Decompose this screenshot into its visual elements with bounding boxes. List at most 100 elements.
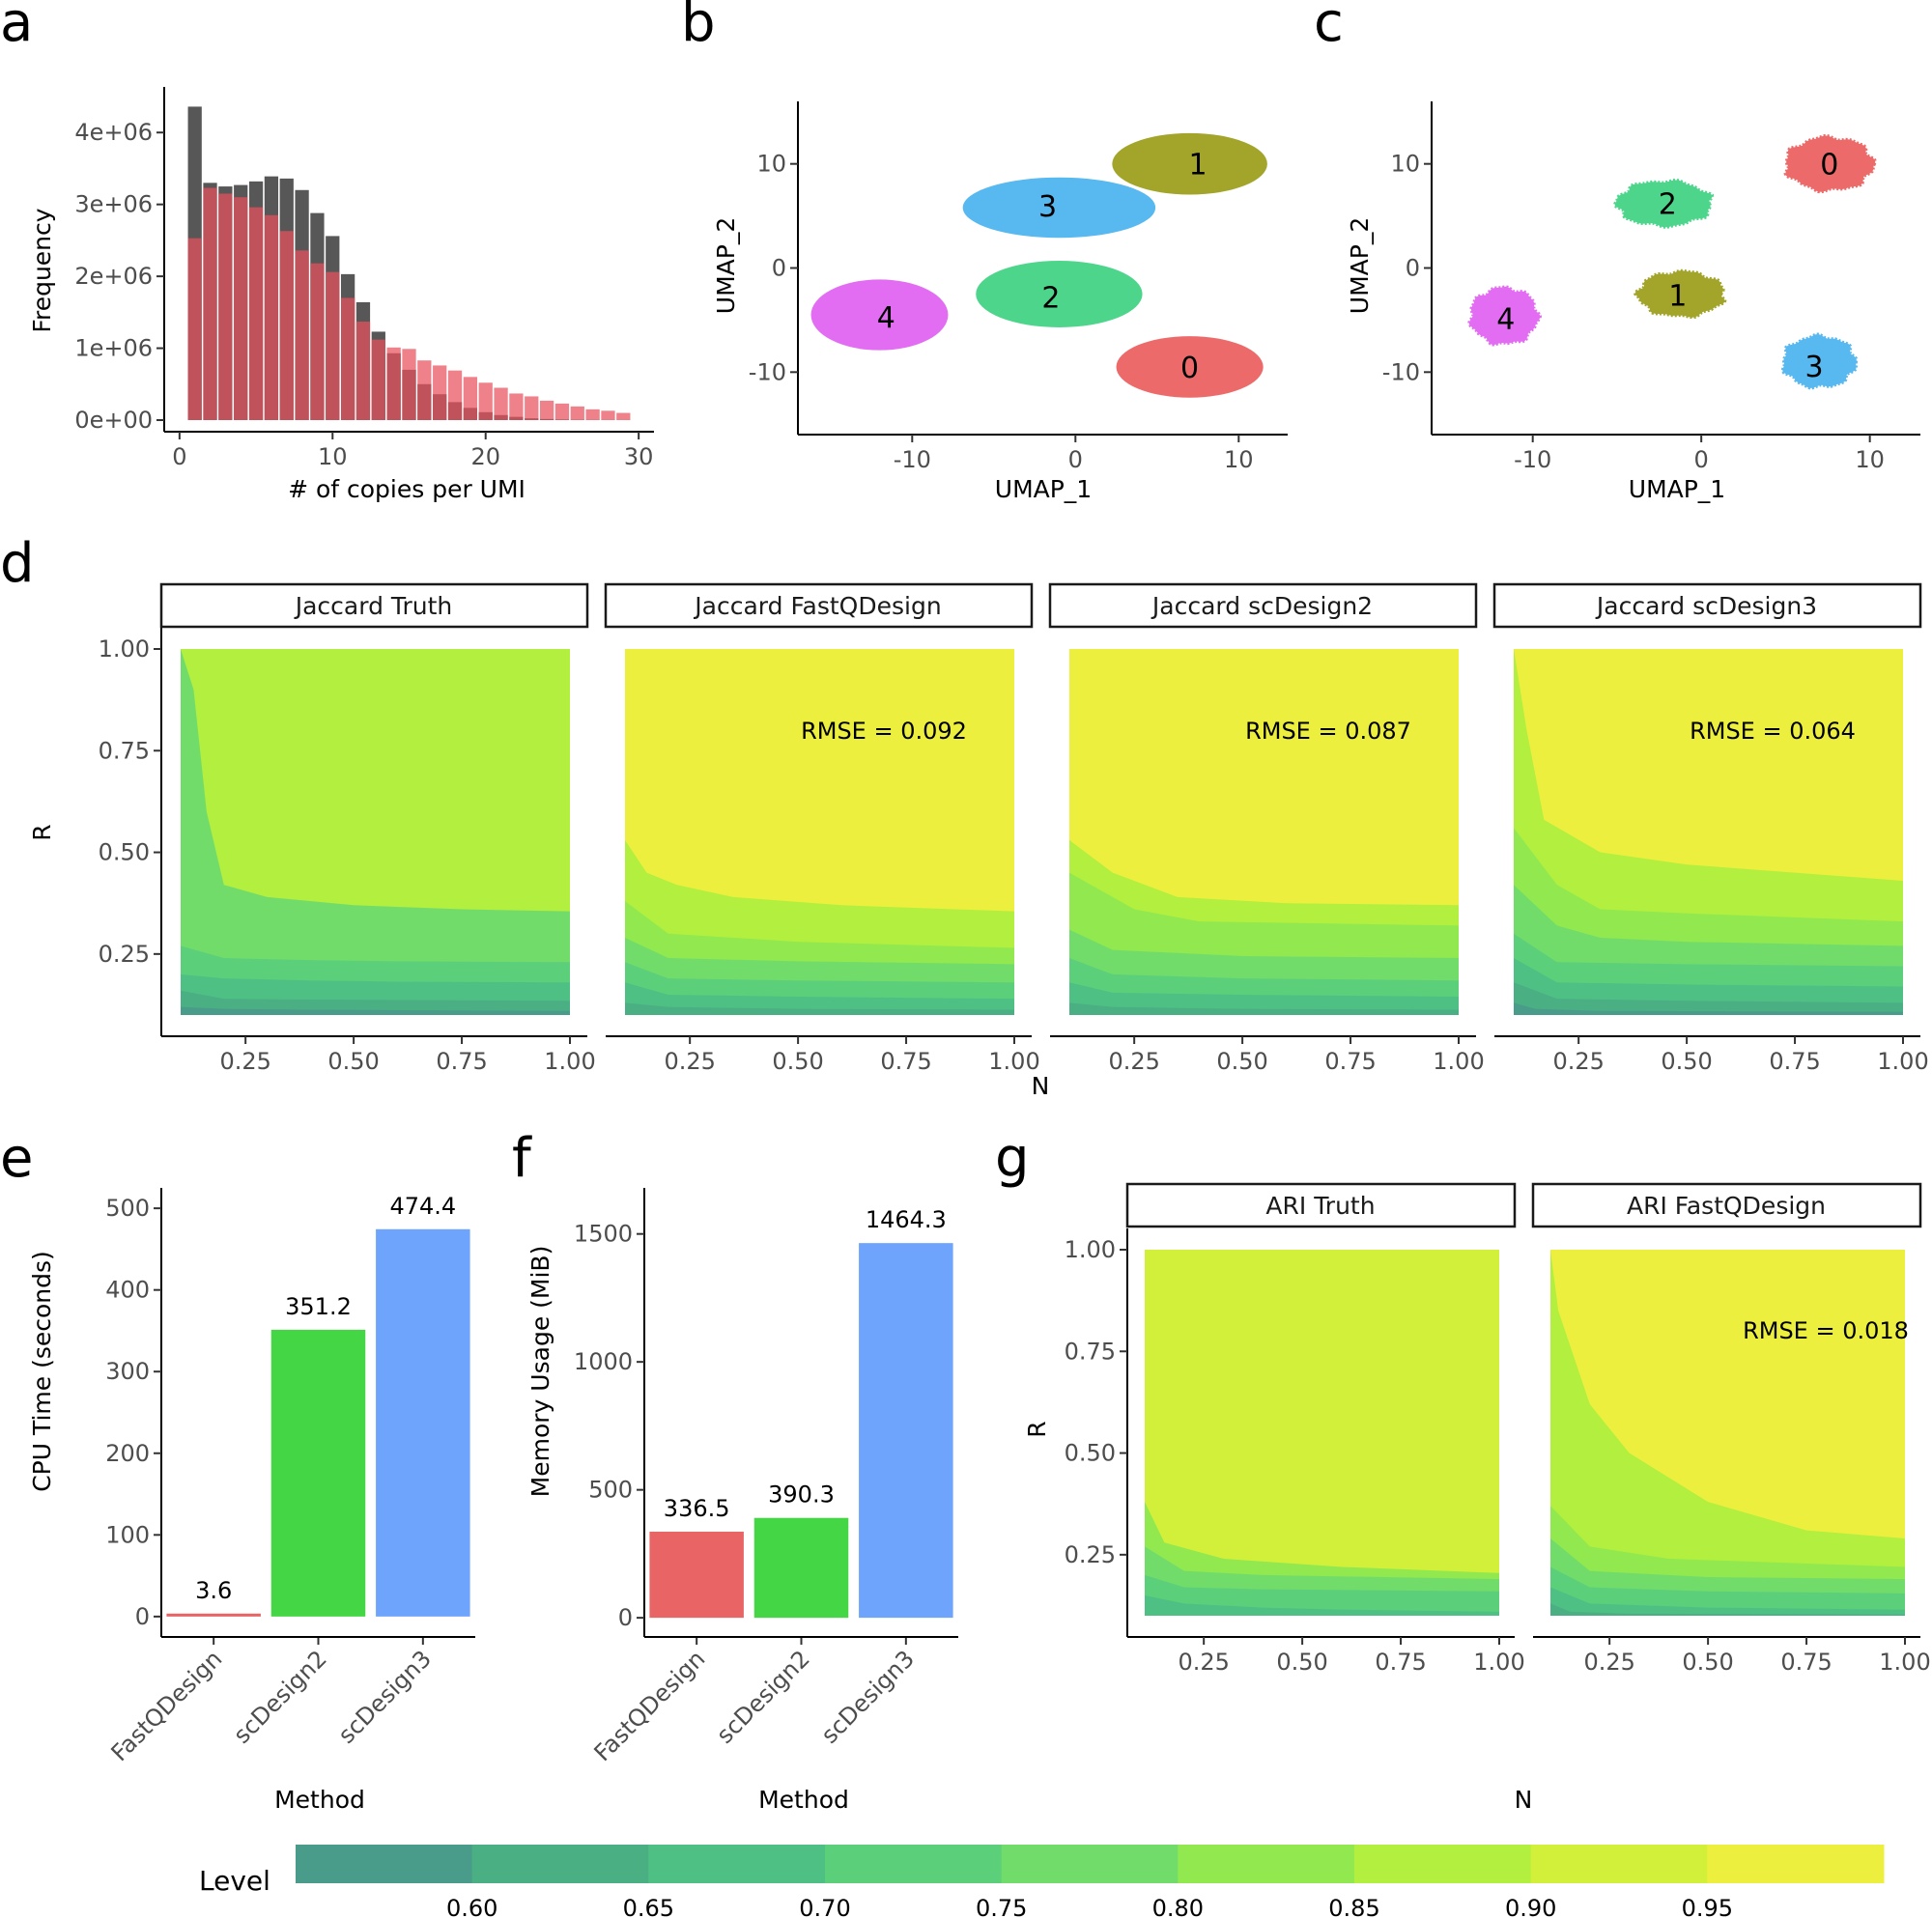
histogram-bar: [386, 347, 401, 420]
y-tick-label: 1e+06: [74, 335, 153, 362]
histogram-axes: 0 10 20 30 0e+00 1e+06 2e+06 3e+06 4e+06: [74, 87, 654, 470]
x-axis-title: N: [1032, 1072, 1050, 1100]
y-tick-label: 200: [105, 1440, 150, 1467]
panel-letter-d: d: [0, 532, 35, 595]
y-tick-label: 1500: [574, 1221, 633, 1248]
x-tick-label: 10: [1855, 446, 1885, 473]
contour-region: [1550, 1250, 1905, 1616]
facet-title: ARI FastQDesign: [1627, 1192, 1826, 1220]
x-tick-label: 10: [1224, 446, 1254, 473]
x-tick-label: FastQDesign: [106, 1645, 228, 1766]
x-tick-label: 0.50: [1661, 1048, 1712, 1075]
y-tick-label: 0: [772, 255, 786, 282]
legend-break-label: 0.65: [623, 1895, 674, 1918]
legend-break-label: 0.75: [976, 1895, 1027, 1918]
histogram-bar: [326, 271, 340, 420]
x-tick-label: 0.25: [1108, 1048, 1159, 1075]
legend-break-label: 0.85: [1328, 1895, 1379, 1918]
contour-region: [625, 1002, 1014, 1015]
y-tick-label: 0: [618, 1604, 633, 1631]
histogram-bar: [433, 365, 447, 420]
facet-title: Jaccard scDesign2: [1151, 592, 1373, 620]
umap-scatter: 0 1 2 3 4 -10 0 10 -10 0 10: [749, 101, 1288, 473]
panel-f-memory: 336.5 FastQDesign 390.3 scDesign2 1464.3 scDe…: [526, 1188, 958, 1814]
x-tick-label: 0: [172, 443, 186, 470]
y-tick-label: 10: [1390, 151, 1420, 178]
facet-strip: [1531, 1182, 1922, 1228]
cluster-blob: [962, 177, 1156, 239]
contour-region: [1550, 1587, 1905, 1616]
x-tick-label: FastQDesign: [589, 1645, 711, 1766]
x-tick-label: 0.50: [1216, 1048, 1267, 1075]
legend-swatch: [471, 1845, 649, 1883]
y-tick-label: 0e+00: [74, 407, 153, 434]
panel-g-ari-contours: 0.25 0.50 0.75 1.00 0.25 0.50 0.75 1.00 0.25 0.50…: [1023, 1182, 1931, 1814]
x-tick-label: scDesign3: [333, 1645, 437, 1748]
bar: [270, 1329, 366, 1617]
histogram-bar: [417, 360, 432, 420]
cluster-blob: [1613, 178, 1715, 229]
panel-letter-f: f: [512, 1127, 532, 1190]
rmse-label: RMSE = 0.092: [801, 718, 967, 745]
x-tick-label: 0.50: [327, 1048, 379, 1075]
histogram-bar: [616, 412, 631, 420]
cluster-label: 1: [1189, 149, 1208, 183]
x-tick-label: 10: [318, 443, 348, 470]
y-axis-title: R: [1023, 1421, 1051, 1437]
y-tick-label: 0.25: [99, 941, 150, 968]
histogram-bars: [187, 106, 631, 420]
histogram-bar: [279, 231, 294, 420]
x-tick-label: 20: [470, 443, 500, 470]
y-tick-label: 500: [588, 1477, 633, 1504]
level-legend: Level 0.60 0.65 0.70 0.75 0.80 0.85 0.90 0.95: [199, 1845, 1885, 1918]
umap-scatter: 0 1 2 3 4 -10 0 10 -10 0 10: [1382, 101, 1920, 473]
facet-title: Jaccard scDesign3: [1595, 592, 1817, 620]
histogram-bar: [539, 400, 554, 420]
y-tick-label: 0.50: [1065, 1440, 1116, 1467]
panel-a-histogram: 0 10 20 30 0e+00 1e+06 2e+06 3e+06 4e+06 # of co…: [28, 87, 654, 503]
cluster-label: 3: [1805, 351, 1824, 384]
cluster-label: 1: [1668, 280, 1687, 314]
panel-b-umap: 0 1 2 3 4 -10 0 10 -10 0 10 UMAP_1 UMAP_2: [712, 101, 1288, 503]
y-axis-title: R: [28, 824, 56, 840]
facet-title: Jaccard FastQDesign: [693, 592, 941, 620]
memory-bars: 336.5 FastQDesign 390.3 scDesign2 1464.3 scDe…: [574, 1188, 958, 1766]
panel-letter-g: g: [995, 1127, 1030, 1190]
contour-region: [1069, 982, 1459, 1015]
histogram-bar: [525, 396, 539, 420]
histogram-bar: [463, 377, 478, 420]
contour-region: [1168, 1250, 1499, 1503]
x-tick-label: 1.00: [1879, 1649, 1930, 1676]
bar: [166, 1613, 261, 1617]
panel-letter-c: c: [1314, 0, 1344, 54]
contour-region: [1550, 1603, 1905, 1616]
x-tick-label: 0.50: [1276, 1649, 1327, 1676]
contour-region: [1145, 1594, 1499, 1616]
x-tick-label: 1.00: [1473, 1649, 1524, 1676]
cluster-label: 3: [1038, 190, 1057, 224]
histogram-bar: [310, 263, 325, 420]
y-tick-label: 4e+06: [74, 119, 153, 146]
legend-swatch: [1354, 1845, 1532, 1883]
contour-region: [1145, 1574, 1499, 1616]
histogram-bar: [248, 207, 264, 420]
legend-swatch: [1178, 1845, 1355, 1883]
histogram-bar: [601, 410, 615, 420]
y-tick-label: -10: [749, 358, 786, 385]
panel-letter-b: b: [681, 0, 716, 54]
cluster-blob: [1783, 133, 1877, 194]
histogram-bar: [371, 339, 385, 420]
facet-strip: [1492, 582, 1922, 629]
contour-region: [1652, 649, 1903, 832]
legend-swatch: [1001, 1845, 1179, 1883]
x-tick-label: 0.75: [1780, 1649, 1832, 1676]
y-tick-label: 0: [135, 1603, 150, 1630]
legend-swatch: [1707, 1845, 1885, 1883]
histogram-bar: [494, 387, 508, 420]
histogram-bar: [218, 193, 233, 420]
rmse-label: RMSE = 0.064: [1690, 718, 1856, 745]
contour-region: [1818, 1250, 1905, 1299]
y-axis-title: UMAP_2: [712, 217, 740, 314]
bar: [649, 1531, 744, 1619]
